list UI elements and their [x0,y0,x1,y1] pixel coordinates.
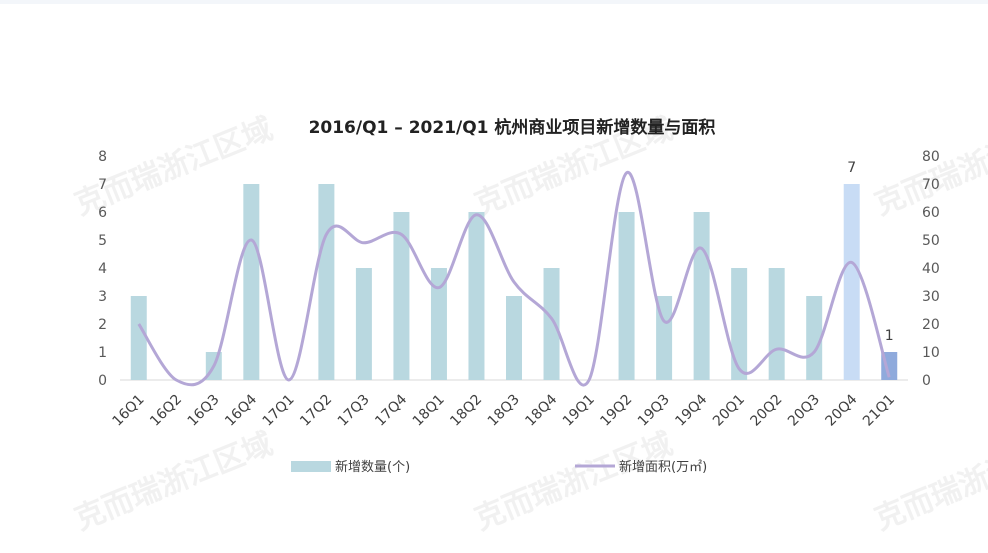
watermark-text: 克而瑞浙江区域 [70,426,278,537]
bar [355,268,372,380]
bar-data-label: 1 [885,328,894,344]
legend-label-area: 新增面积(万㎡) [619,459,707,475]
x-tick-label: 20Q2 [747,392,785,430]
x-tick-label: 19Q2 [597,392,635,430]
y-right-tick-label: 70 [922,177,940,193]
y-right-tick-label: 80 [922,149,940,165]
y-right-tick-label: 10 [922,345,940,361]
x-tick-label: 16Q4 [222,391,260,429]
y-right-tick-label: 30 [922,289,940,305]
y-left-tick-label: 1 [98,345,107,361]
x-tick-label: 19Q3 [635,392,673,430]
bar [430,268,447,380]
x-tick-label: 20Q1 [710,392,748,430]
bar [693,212,710,380]
bar [318,184,335,380]
bar [843,184,860,380]
y-right-tick-label: 0 [922,373,931,389]
watermark-text: 克而瑞浙江区域 [870,426,988,537]
x-tick-label: 18Q4 [522,391,560,429]
x-tick-label: 17Q2 [297,392,335,430]
bar [393,212,410,380]
bar [130,296,147,380]
y-right-tick-label: 40 [922,261,940,277]
x-tick-label: 19Q1 [560,392,598,430]
bar [618,212,635,380]
x-tick-label: 16Q1 [110,392,148,430]
legend-swatch-count [291,461,331,472]
y-left-tick-label: 3 [98,289,107,305]
y-left-tick-label: 8 [98,149,107,165]
chart-title: 2016/Q1 – 2021/Q1 杭州商业项目新增数量与面积 [309,117,716,138]
y-left-tick-label: 7 [98,177,107,193]
legend: 新增数量(个) 新增面积(万㎡) [291,459,707,475]
x-tick-label: 17Q3 [335,392,373,430]
x-tick-label: 17Q4 [372,391,410,429]
x-axis-ticks: 16Q1 16Q2 16Q3 16Q4 17Q1 17Q2 17Q3 17Q4 18Q1 18Q2… [110,391,898,429]
x-tick-label: 18Q3 [485,392,523,430]
bar-data-label: 7 [847,160,856,176]
bar [806,296,823,380]
x-tick-label: 18Q2 [447,392,485,430]
y-right-tick-label: 50 [922,233,940,249]
y-left-tick-label: 2 [98,317,107,333]
x-tick-label: 20Q4 [823,391,861,429]
x-tick-label: 18Q1 [410,392,448,430]
watermark-text: 克而瑞浙江区域 [470,426,678,537]
data-labels: 71 [847,160,893,344]
bar [731,268,748,380]
legend-label-count: 新增数量(个) [335,459,410,475]
x-tick-label: 16Q3 [185,392,223,430]
bar [468,212,485,380]
y-left-tick-label: 0 [98,373,107,389]
bar [506,296,522,380]
y-left-tick-label: 5 [98,233,107,249]
top-border [0,0,988,4]
bar [768,268,785,380]
area-series-line [137,171,891,387]
x-tick-label: 20Q3 [785,392,823,430]
y-right-tick-label: 20 [922,317,940,333]
x-tick-label: 17Q1 [260,392,298,430]
y-left-tick-label: 4 [98,261,107,277]
bar [243,184,260,380]
x-tick-label: 19Q4 [672,391,710,429]
x-tick-label: 16Q2 [147,392,185,430]
y-right-tick-label: 60 [922,205,940,221]
y-left-tick-label: 6 [98,205,107,221]
x-tick-label: 21Q1 [860,392,898,430]
bar [543,268,560,380]
